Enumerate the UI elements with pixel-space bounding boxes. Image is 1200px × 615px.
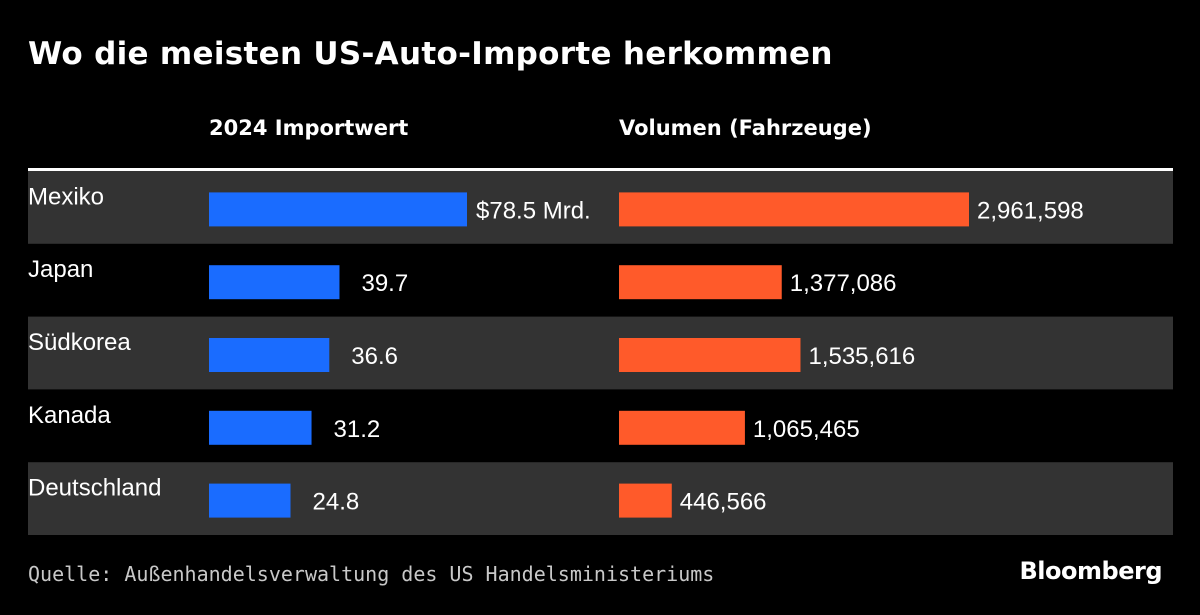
category-label: Japan xyxy=(28,256,93,283)
row-band xyxy=(28,462,1173,535)
volume-bar xyxy=(619,265,782,300)
column-header-volume: Volumen (Fahrzeuge) xyxy=(619,116,872,140)
import-value-bar xyxy=(209,483,291,518)
import-value-label: 24.8 xyxy=(313,489,360,516)
volume-label: 446,566 xyxy=(680,489,767,516)
category-label: Mexiko xyxy=(28,183,104,210)
volume-bar xyxy=(619,410,745,445)
import-value-bar xyxy=(209,265,340,300)
column-header-import-value: 2024 Importwert xyxy=(209,116,409,140)
volume-label: 1,065,465 xyxy=(753,416,860,443)
volume-bar xyxy=(619,338,801,372)
volume-label: 1,535,616 xyxy=(808,343,915,370)
row-band xyxy=(28,316,1173,390)
category-label: Deutschland xyxy=(28,475,161,502)
import-value-label: 39.7 xyxy=(361,270,408,297)
category-label: Kanada xyxy=(28,402,111,429)
volume-bar xyxy=(619,192,969,227)
volume-label: 2,961,598 xyxy=(977,197,1084,224)
volume-label: 1,377,086 xyxy=(790,270,897,297)
import-value-label: $78.5 Mrd. xyxy=(476,197,591,224)
header-divider xyxy=(28,168,1173,171)
import-value-bar xyxy=(209,338,330,372)
chart-title: Wo die meisten US-Auto-Importe herkommen xyxy=(28,36,833,72)
category-label: Südkorea xyxy=(28,329,131,356)
import-value-bar xyxy=(209,410,312,445)
volume-bar xyxy=(619,483,672,518)
source-note: Quelle: Außenhandelsverwaltung des US Ha… xyxy=(28,562,715,586)
import-value-bar xyxy=(209,192,467,227)
import-value-label: 31.2 xyxy=(334,416,381,443)
brand-logo: Bloomberg xyxy=(1019,557,1163,585)
import-value-label: 36.6 xyxy=(351,343,398,370)
